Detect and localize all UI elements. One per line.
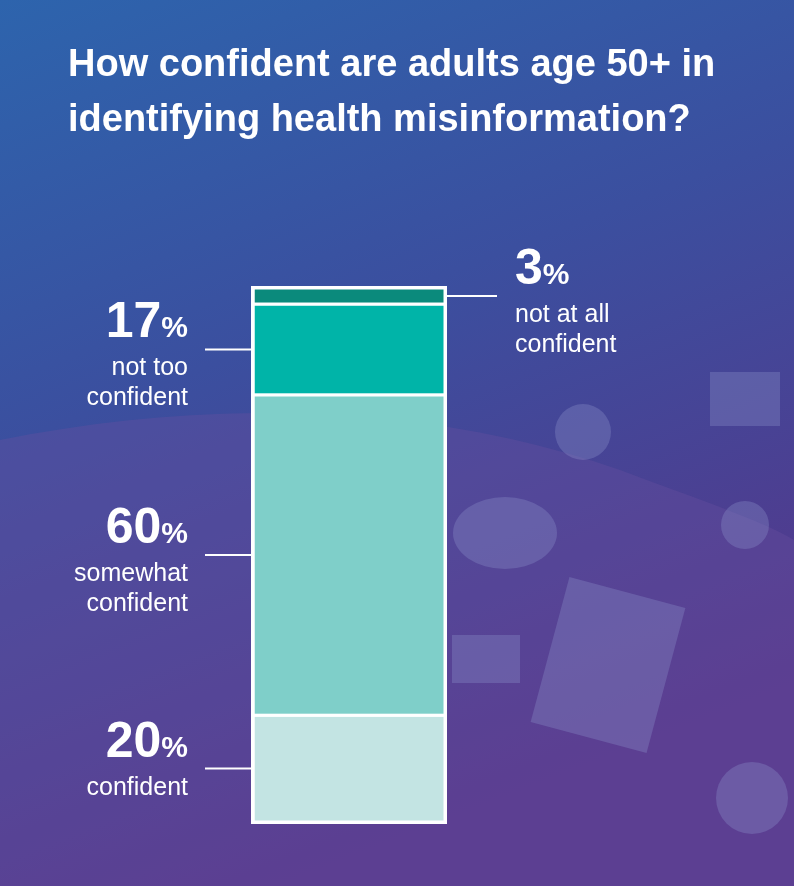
labels: 20%confident60%somewhatconfident17%not t…: [74, 239, 616, 800]
bar-segment: [253, 304, 445, 395]
segment-name-line: confident: [515, 329, 617, 357]
bar-segment: [253, 395, 445, 715]
icon: [710, 372, 780, 426]
leader-line: [205, 554, 253, 556]
icon: [716, 762, 788, 834]
data-label: 17%: [106, 292, 188, 348]
background: [0, 0, 794, 886]
segment-name-line: confident: [87, 772, 189, 800]
y-axis: [253, 289, 254, 823]
icon: [452, 635, 520, 683]
data-label-unit: %: [161, 310, 188, 343]
bar-frame: [251, 286, 447, 824]
icon: [531, 577, 686, 753]
segment-name-line: not too: [112, 352, 188, 380]
data-label: 20%: [106, 712, 188, 768]
data-label-number: 3: [515, 239, 543, 295]
segment-name-line: confident: [87, 382, 189, 410]
title-line: How confident are adults age 50+ in: [68, 42, 715, 84]
bar-segment: [253, 715, 445, 822]
segment-name: not tooconfident: [87, 352, 189, 410]
segment-name: confident: [87, 772, 189, 800]
leader-line: [205, 348, 253, 350]
leader-line: [205, 768, 253, 770]
data-label-number: 17: [106, 292, 162, 348]
segment-name: not at allconfident: [515, 299, 617, 357]
data-label-number: 20: [106, 712, 162, 768]
segment-name-line: confident: [87, 588, 189, 616]
icon: [555, 404, 611, 460]
data-label-unit: %: [543, 257, 570, 290]
title-line: identifying health misinformation?: [68, 97, 691, 139]
bars: [253, 288, 445, 822]
chart: How confident are adults age 50+ in ident…: [0, 0, 794, 886]
data-label-unit: %: [161, 516, 188, 549]
segment-name: somewhatconfident: [74, 558, 188, 616]
segment-name-line: not at all: [515, 299, 610, 327]
leader-line: [445, 295, 497, 297]
icon: [721, 501, 769, 549]
decoration-icons: [452, 372, 788, 834]
icon: [453, 497, 557, 569]
title: How confident are adults age 50+ in ident…: [68, 42, 715, 139]
data-label: 3%: [515, 239, 570, 295]
bar-segment: [253, 288, 445, 304]
data-label-unit: %: [161, 730, 188, 763]
data-label-number: 60: [106, 498, 162, 554]
segment-name-line: somewhat: [74, 558, 188, 586]
data-label: 60%: [106, 498, 188, 554]
